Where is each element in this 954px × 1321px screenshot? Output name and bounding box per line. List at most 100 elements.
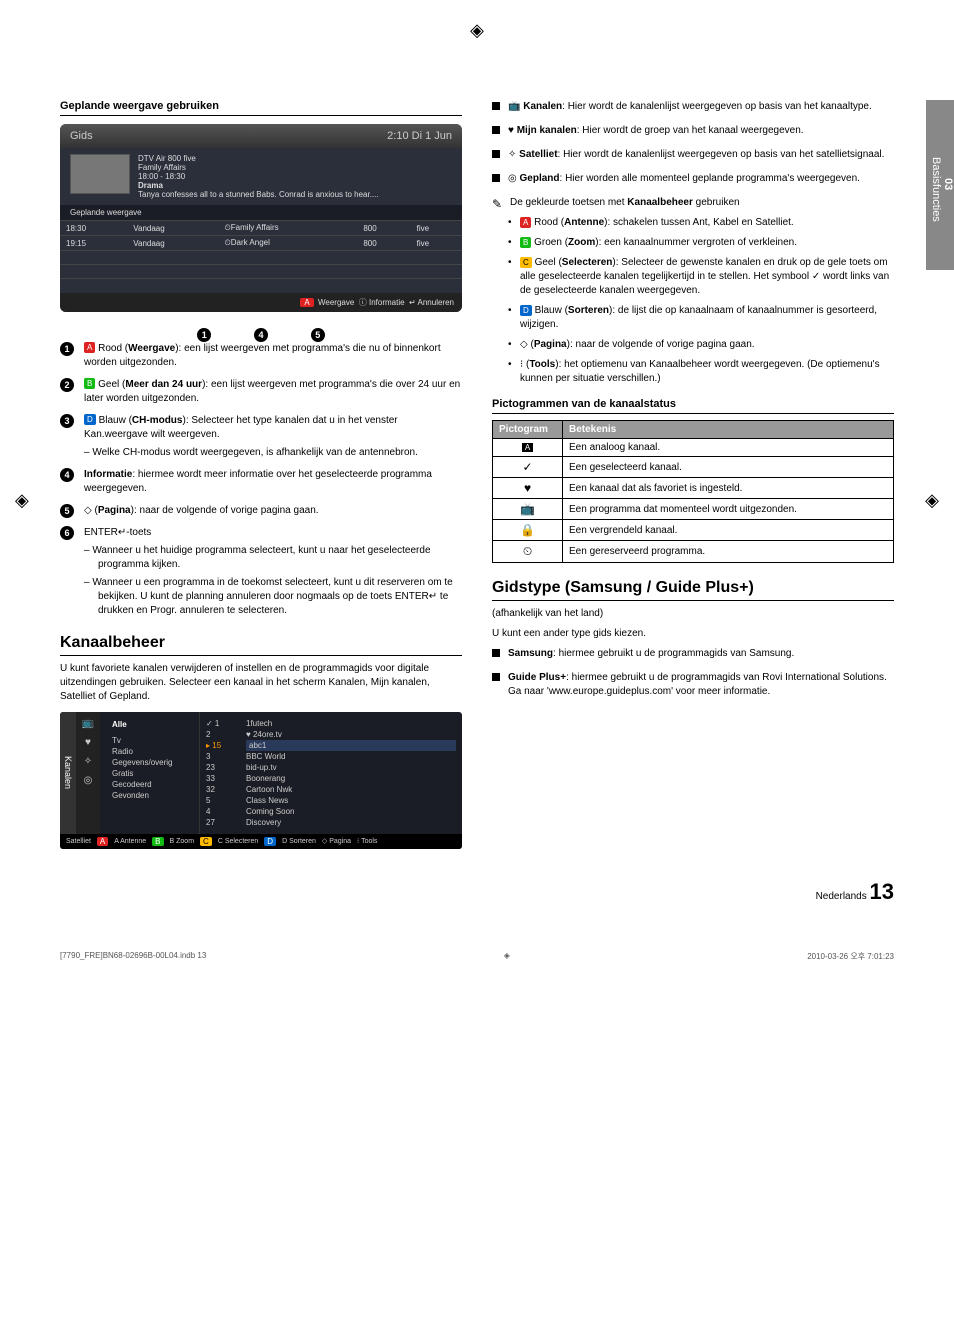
table-row: 🔒Een vergrendeld kanaal. [493, 520, 894, 541]
kan-num: 3 [206, 751, 234, 762]
analog-icon: A [522, 443, 533, 452]
scheduled-icon: ◎ [84, 775, 93, 786]
guide-program: Family Affairs [138, 163, 379, 172]
kan-category-item: Radio [108, 746, 191, 757]
kan-name-selected: abc1 [246, 740, 456, 751]
list-item: 1 A Rood (Weergave): een lijst weergeven… [84, 342, 462, 370]
heart-icon: ♥ [524, 481, 531, 495]
yellow-button-icon: C [200, 837, 212, 846]
guide-desc: Tanya confesses all to a stunned Babs. C… [138, 190, 379, 199]
kan-num: 23 [206, 762, 234, 773]
guide-callouts: 1 4 5 [60, 324, 462, 342]
list-item: A Rood (Antenne): schakelen tussen Ant, … [520, 216, 894, 230]
kan-name: Cartoon Nwk [246, 784, 456, 795]
kan-num: 33 [206, 773, 234, 784]
list-item: Guide Plus+: hiermee gebruikt u de progr… [492, 671, 894, 699]
tv-icon: 📺 [508, 101, 520, 112]
heart-icon: ♥ [508, 125, 514, 136]
red-button-icon: A [300, 298, 313, 307]
list-item: 3 D Blauw (CH-modus): Selecteer het type… [84, 414, 462, 460]
list-item: ⁝ (Tools): het optiemenu van Kanaalbehee… [520, 358, 894, 386]
guide-screenshot: Gids 2:10 Di 1 Jun DTV Air 800 five Fami… [60, 124, 462, 312]
heart-icon: ♥ [85, 737, 91, 748]
list-item: 4 Informatie: hiermee wordt meer informa… [84, 468, 462, 496]
satellite-icon: ✧ [508, 149, 516, 160]
list-item: C Geel (Selecteren): Selecteer de gewens… [520, 256, 894, 298]
gidstype-sub: (afhankelijk van het land) [492, 607, 894, 621]
footer-file: [7790_FRE]BN68-02696B-00L04.indb 13 [60, 951, 206, 962]
footer-timestamp: 2010-03-26 오후 7:01:23 [807, 951, 894, 962]
kan-num: 2 [206, 729, 234, 740]
kan-name: ♥ 24ore.tv [246, 729, 456, 740]
kan-category-item: Gecodeerd [108, 779, 191, 790]
kan-category-item: Gratis [108, 768, 191, 779]
list-item: ◇ (Pagina): naar de volgende of vorige p… [520, 338, 894, 352]
guide-subheader: Geplande weergave [60, 205, 462, 220]
guide-channel: DTV Air 800 five [138, 154, 379, 163]
kanalen-iconbar: 📺 ♥ ✧ ◎ [76, 712, 100, 834]
callout-5: 5 [311, 328, 325, 342]
table-header: Betekenis [563, 421, 894, 439]
table-row: AEen analoog kanaal. [493, 439, 894, 457]
red-button-icon: A [520, 217, 531, 228]
kan-num: ✓ 1 [206, 718, 234, 729]
list-item: B Groen (Zoom): een kanaalnummer vergrot… [520, 236, 894, 250]
callout-4: 4 [254, 328, 268, 342]
list-item: Samsung: hiermee gebruikt u de programma… [492, 647, 894, 661]
feature-list: 📺 Kanalen: Hier wordt de kanalenlijst we… [492, 100, 894, 186]
kan-name: 1futech [246, 718, 456, 729]
guide-footer: A Weergave ⓘ Informatie ↵ Annuleren [60, 293, 462, 312]
kan-category-item: Gevonden [108, 790, 191, 801]
guide-clock: 2:10 Di 1 Jun [387, 130, 452, 142]
kan-category-item: Tv [108, 735, 191, 746]
table-header: Pictogram [493, 421, 563, 439]
gidstype-intro: U kunt een ander type gids kiezen. [492, 627, 894, 641]
kan-name: Discovery [246, 817, 456, 828]
note-text: De gekleurde toetsen met Kanaalbeheer ge… [492, 196, 894, 210]
table-row: ♥Een kanaal dat als favoriet is ingestel… [493, 478, 894, 499]
heading-kanaalbeheer: Kanaalbeheer [60, 634, 462, 656]
list-item: D Blauw (Sorteren): de lijst die op kana… [520, 304, 894, 332]
list-item: ♥ Mijn kanalen: Hier wordt de groep van … [492, 124, 894, 138]
green-button-icon: B [520, 237, 531, 248]
green-button-icon: B [152, 837, 163, 846]
list-item: ✧ Satelliet: Hier wordt de kanalenlijst … [492, 148, 894, 162]
sub-item: Wanneer u het huidige programma selectee… [98, 544, 462, 572]
kan-num-selected: ▸ 15 [206, 740, 234, 751]
footer-meta: [7790_FRE]BN68-02696B-00L04.indb 13 ◈ 20… [0, 945, 954, 980]
kan-category-item: Gegevens/overig [108, 757, 191, 768]
heading-gidstype: Gidstype (Samsung / Guide Plus+) [492, 579, 894, 601]
gidstype-list: Samsung: hiermee gebruikt u de programma… [492, 647, 894, 699]
clock-icon: ⏲ [523, 544, 532, 558]
sub-item: Welke CH-modus wordt weergegeven, is afh… [98, 446, 462, 460]
page-number: Nederlands 13 [60, 879, 894, 905]
kan-name: Class News [246, 795, 456, 806]
list-item: 📺 Kanalen: Hier wordt de kanalenlijst we… [492, 100, 894, 114]
right-column: 📺 Kanalen: Hier wordt de kanalenlijst we… [492, 100, 894, 849]
table-row: 📺Een programma dat momenteel wordt uitge… [493, 499, 894, 520]
table-row: ✓Een geselecteerd kanaal. [493, 457, 894, 478]
kan-name: BBC World [246, 751, 456, 762]
pictogram-table: Pictogram Betekenis AEen analoog kanaal.… [492, 420, 894, 563]
guide-genre: Drama [138, 181, 379, 190]
kan-num: 4 [206, 806, 234, 817]
channel-manager-screenshot: Kanalen 📺 ♥ ✧ ◎ Alle Tv Radio Gegevens/o… [60, 712, 462, 849]
kan-name: Boonerang [246, 773, 456, 784]
blue-button-icon: D [84, 414, 96, 425]
subsection-title: Geplande weergave gebruiken [60, 100, 462, 116]
left-column: Geplande weergave gebruiken Gids 2:10 Di… [60, 100, 462, 849]
tv-icon: 📺 [520, 502, 535, 516]
callout-1: 1 [197, 328, 211, 342]
satellite-icon: ✧ [84, 756, 92, 767]
table-row: 19:15Vandaag ⏲Dark Angel800five [60, 236, 462, 251]
blue-button-icon: D [264, 837, 276, 846]
kan-name: Coming Soon [246, 806, 456, 817]
kan-num: 27 [206, 817, 234, 828]
list-item: ◎ Gepland: Hier worden alle momenteel ge… [492, 172, 894, 186]
table-row: ⏲Een gereserveerd programma. [493, 541, 894, 563]
kan-footer: Satelliet AA Antenne BB Zoom CC Selecter… [60, 834, 462, 849]
registration-bottom: ◈ [504, 951, 510, 962]
list-item: 5 ◇ (Pagina): naar de volgende of vorige… [84, 504, 462, 518]
colored-keys-list: A Rood (Antenne): schakelen tussen Ant, … [492, 216, 894, 386]
guide-title: Gids [70, 130, 93, 142]
